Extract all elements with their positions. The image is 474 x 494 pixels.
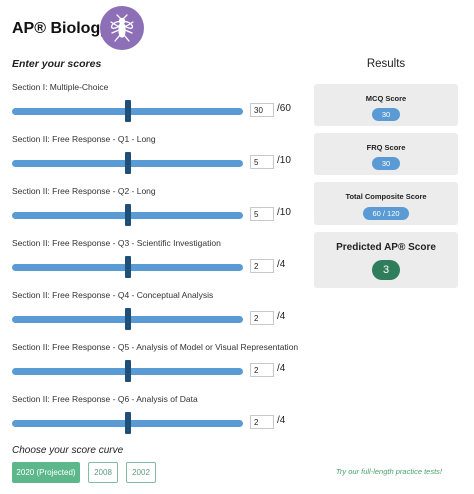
- score-max: /10: [277, 155, 291, 166]
- score-slider-thumb[interactable]: [125, 412, 131, 434]
- score-input[interactable]: [250, 207, 274, 221]
- score-max: /4: [277, 311, 286, 322]
- predicted-score-label: Predicted AP® Score: [336, 242, 436, 253]
- section-label: Section I: Multiple-Choice: [12, 82, 109, 92]
- mcq-score-value: 30: [372, 108, 400, 121]
- score-max: /4: [277, 363, 286, 374]
- score-section-q4: Section II: Free Response - Q4 - Concept…: [12, 290, 302, 342]
- frq-score-card: FRQ Score 30: [314, 133, 458, 175]
- score-section-q1: Section II: Free Response - Q1 - Long /1…: [12, 134, 302, 186]
- practice-tests-link[interactable]: Try our full-length practice tests!: [335, 467, 442, 476]
- results-heading: Results: [366, 58, 406, 70]
- mcq-score-label: MCQ Score: [365, 94, 407, 103]
- section-label: Section II: Free Response - Q5 - Analysi…: [12, 342, 299, 352]
- score-section-q5: Section II: Free Response - Q5 - Analysi…: [12, 342, 302, 394]
- section-label: Section II: Free Response - Q4 - Concept…: [12, 290, 214, 300]
- score-slider-thumb[interactable]: [125, 204, 131, 226]
- score-slider-thumb[interactable]: [125, 152, 131, 174]
- score-section-q2: Section II: Free Response - Q2 - Long /1…: [12, 186, 302, 238]
- enter-scores-heading: Enter your scores: [12, 58, 102, 70]
- page-title: AP® Biology: [12, 20, 110, 37]
- composite-score-card: Total Composite Score 60 / 120: [314, 182, 458, 225]
- score-input[interactable]: [250, 155, 274, 169]
- score-section-mcq: Section I: Multiple-Choice /60: [12, 82, 302, 134]
- score-max: /60: [277, 103, 291, 114]
- score-slider-thumb[interactable]: [125, 360, 131, 382]
- score-curve-heading: Choose your score curve: [12, 445, 124, 456]
- score-input[interactable]: [250, 311, 274, 325]
- composite-score-label: Total Composite Score: [345, 192, 427, 201]
- mcq-score-card: MCQ Score 30: [314, 84, 458, 126]
- section-label: Section II: Free Response - Q2 - Long: [12, 186, 156, 196]
- score-input[interactable]: [250, 103, 274, 117]
- frq-score-value: 30: [372, 157, 400, 170]
- fly-icon: [100, 6, 144, 50]
- score-input[interactable]: [250, 415, 274, 429]
- score-max: /10: [277, 207, 291, 218]
- section-label: Section II: Free Response - Q1 - Long: [12, 134, 156, 144]
- score-max: /4: [277, 259, 286, 270]
- score-input[interactable]: [250, 259, 274, 273]
- score-section-q3: Section II: Free Response - Q3 - Scienti…: [12, 238, 302, 290]
- section-label: Section II: Free Response - Q3 - Scienti…: [12, 238, 221, 248]
- score-slider-thumb[interactable]: [125, 256, 131, 278]
- predicted-score-card: Predicted AP® Score 3: [314, 232, 458, 288]
- curve-button-2008[interactable]: 2008: [88, 462, 118, 483]
- score-max: /4: [277, 415, 286, 426]
- score-slider-thumb[interactable]: [125, 100, 131, 122]
- score-input[interactable]: [250, 363, 274, 377]
- score-section-q6: Section II: Free Response - Q6 - Analysi…: [12, 394, 302, 446]
- header: AP® Biology: [12, 8, 109, 50]
- curve-button-2020[interactable]: 2020 (Projected): [12, 462, 80, 483]
- composite-score-value: 60 / 120: [363, 207, 409, 220]
- section-label: Section II: Free Response - Q6 - Analysi…: [12, 394, 198, 404]
- curve-button-2002[interactable]: 2002: [126, 462, 156, 483]
- score-slider-thumb[interactable]: [125, 308, 131, 330]
- frq-score-label: FRQ Score: [366, 143, 406, 152]
- predicted-score-value: 3: [372, 260, 400, 280]
